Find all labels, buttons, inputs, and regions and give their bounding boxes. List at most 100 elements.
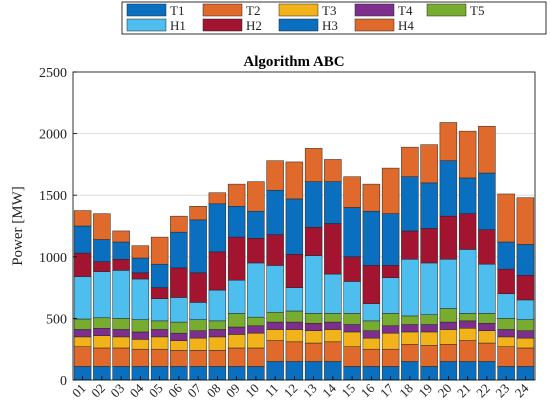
bar-H1-02 (93, 271, 111, 319)
bar-T2-13 (304, 342, 323, 362)
bar-H4-05 (150, 236, 169, 265)
bar-H3-18 (401, 176, 419, 232)
bar-H2-14 (324, 223, 342, 275)
bar-T4-24 (516, 330, 535, 339)
bar-H2-15 (343, 256, 361, 282)
bar-T3-23 (497, 336, 515, 347)
bar-H2-16 (362, 265, 381, 304)
bar-H1-16 (362, 303, 381, 322)
legend-swatch-T5 (426, 3, 467, 17)
bar-T2-17 (381, 348, 400, 367)
bar-H1-11 (266, 265, 284, 313)
bar-H3-09 (227, 206, 246, 238)
bar-H3-06 (170, 231, 188, 269)
legend-swatch-H2 (202, 18, 243, 32)
bar-T3-14 (324, 329, 342, 343)
x-tick-label-07: 07 (184, 380, 204, 400)
bar-T5-13 (304, 313, 323, 324)
bar-T3-01 (73, 336, 92, 347)
bar-T5-01 (73, 318, 92, 330)
bar-H2-09 (227, 236, 246, 281)
bar-T5-15 (343, 313, 361, 325)
bar-T2-04 (131, 348, 150, 367)
y-axis-label: Power [MW] (10, 186, 26, 266)
bar-H4-17 (381, 167, 400, 214)
bar-T3-20 (439, 329, 458, 345)
bar-H4-10 (247, 181, 265, 212)
bar-T3-15 (343, 331, 361, 347)
bar-H4-13 (304, 148, 323, 182)
bar-T5-07 (189, 319, 207, 331)
bar-H2-19 (420, 228, 438, 264)
bar-T3-16 (362, 337, 381, 350)
bar-H4-22 (478, 125, 496, 174)
x-tick-label-06: 06 (165, 380, 185, 400)
bar-T3-09 (227, 334, 246, 349)
x-tick-label-20: 20 (435, 381, 455, 401)
bar-T4-02 (93, 328, 111, 336)
bar-H3-02 (93, 239, 111, 262)
bar-T3-08 (208, 336, 227, 351)
bar-H1-17 (381, 277, 400, 314)
bar-T3-11 (266, 329, 284, 341)
bars (73, 122, 535, 381)
bar-H1-09 (227, 279, 246, 314)
bar-H2-06 (170, 267, 188, 298)
bar-H4-02 (93, 213, 111, 240)
bar-H4-21 (458, 130, 477, 179)
legend-box (121, 1, 547, 35)
bar-H2-03 (112, 259, 130, 271)
bar-T3-21 (458, 328, 477, 341)
x-tick-label-03: 03 (107, 381, 127, 401)
bar-H3-17 (381, 213, 400, 266)
plot-frame (72, 71, 536, 381)
bar-T5-19 (420, 314, 438, 325)
bar-H4-18 (401, 146, 419, 177)
grid-lines (73, 133, 535, 319)
bar-H3-07 (189, 219, 207, 274)
bar-H2-12 (285, 254, 304, 288)
bar-T4-08 (208, 329, 227, 338)
bar-T4-06 (170, 332, 188, 341)
bar-T4-16 (362, 330, 381, 339)
bar-T2-24 (516, 347, 535, 367)
legend-label-H3: H3 (322, 18, 338, 33)
bar-H2-22 (478, 229, 496, 265)
bar-H3-24 (516, 244, 535, 276)
bar-T3-03 (112, 336, 130, 349)
bar-T2-18 (401, 344, 419, 362)
legend-swatch-H4 (354, 18, 395, 32)
bar-T4-23 (497, 329, 515, 338)
legend-label-T3: T3 (322, 3, 336, 18)
bar-T2-16 (362, 348, 381, 367)
bar-H3-15 (343, 207, 361, 258)
legend-swatch-T1 (126, 3, 167, 17)
x-tick-label-12: 12 (281, 381, 301, 401)
bar-T5-23 (497, 318, 515, 330)
bar-H3-16 (362, 210, 381, 266)
bar-H4-11 (266, 160, 284, 191)
bar-T3-17 (381, 332, 400, 350)
legend-swatch-H1 (126, 18, 167, 32)
bar-T4-22 (478, 323, 496, 331)
bar-H4-24 (516, 197, 535, 245)
bar-T3-13 (304, 330, 323, 344)
x-tick-label-22: 22 (473, 381, 493, 401)
bar-T4-03 (112, 329, 130, 338)
bar-T4-04 (131, 331, 150, 340)
x-tick-label-16: 16 (358, 380, 378, 400)
bar-T4-21 (458, 320, 477, 329)
bar-T2-20 (439, 344, 458, 362)
bar-T5-03 (112, 318, 130, 330)
bar-T5-21 (458, 313, 477, 322)
legend-swatch-T4 (354, 3, 395, 17)
bar-T2-15 (343, 346, 361, 367)
bar-H3-11 (266, 190, 284, 235)
bar-H4-12 (285, 161, 304, 200)
bar-T4-07 (189, 330, 207, 339)
bar-T3-10 (247, 332, 265, 349)
y-tick-label-0: 0 (60, 374, 67, 389)
x-tick-label-04: 04 (127, 380, 147, 400)
bar-T4-20 (439, 321, 458, 330)
